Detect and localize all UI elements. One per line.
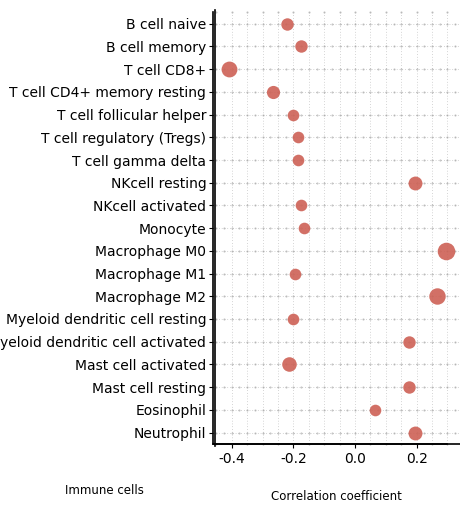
Point xyxy=(442,247,450,255)
Point xyxy=(291,270,299,278)
Point xyxy=(411,428,419,437)
Point xyxy=(433,292,440,300)
Point xyxy=(294,156,302,164)
Text: Immune cells: Immune cells xyxy=(65,484,144,497)
Point xyxy=(411,178,419,187)
Point xyxy=(285,360,292,369)
Point xyxy=(405,383,413,391)
Point xyxy=(270,88,277,96)
Point xyxy=(301,224,308,232)
Point xyxy=(294,133,302,141)
Point xyxy=(297,201,305,209)
Point xyxy=(371,406,379,414)
Text: Correlation coefficient: Correlation coefficient xyxy=(271,490,402,503)
Point xyxy=(290,111,297,119)
Point xyxy=(225,65,233,73)
Point xyxy=(405,338,413,346)
Point xyxy=(283,20,291,28)
Point xyxy=(290,315,297,323)
Point xyxy=(297,43,305,51)
